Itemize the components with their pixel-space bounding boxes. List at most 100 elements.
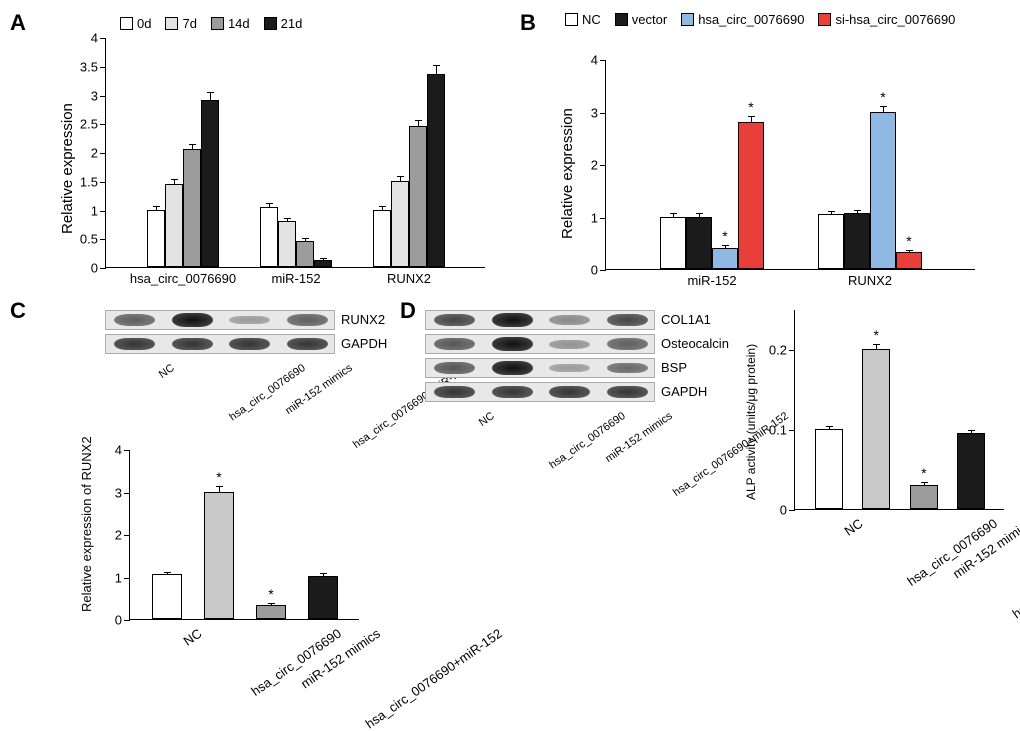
ytick-label: 0 [780, 503, 795, 518]
panel-b-legend: NCvectorhsa_circ_0076690si-hsa_circ_0076… [565, 12, 995, 27]
error-cap [670, 213, 677, 214]
blot-band [114, 314, 155, 325]
panel-b-chart-ylabel: Relative expression [559, 108, 576, 239]
legend-item: si-hsa_circ_0076690 [818, 12, 955, 27]
legend-swatch [211, 17, 224, 30]
panel-b-chart: Relative expression01234**miR-152**RUNX2 [565, 60, 995, 310]
legend-item: 21d [264, 16, 303, 31]
error-cap [880, 106, 887, 107]
bar [910, 485, 938, 509]
blot-band [434, 362, 475, 374]
blot-band [549, 364, 590, 373]
blot-lane-label: NC [157, 362, 177, 381]
error-bar [210, 93, 211, 100]
ytick-label: 0 [591, 263, 606, 278]
bar [296, 241, 314, 267]
legend-swatch [818, 13, 831, 26]
blot-row-label: COL1A1 [661, 312, 711, 327]
xtick-label: miR-152 [642, 269, 782, 288]
significance-star: * [906, 233, 911, 249]
blot-band [229, 316, 270, 325]
panel-label-b: B [520, 10, 536, 36]
significance-star: * [921, 465, 926, 481]
legend-item: 0d [120, 16, 151, 31]
error-bar [699, 214, 700, 216]
blot-row [425, 310, 655, 330]
blot-lane-label: hsa_circ_0076690 [228, 362, 309, 423]
ytick-label: 4 [591, 53, 606, 68]
blot-row [425, 382, 655, 402]
error-cap [379, 206, 386, 207]
bar [870, 112, 896, 270]
error-bar [192, 145, 193, 150]
ytick-label: 1 [115, 570, 130, 585]
panel-c-chart-plot: 01234NC*hsa_circ_0076690*miR-152 mimicsh… [129, 450, 359, 620]
error-cap [284, 218, 291, 219]
bar [256, 605, 286, 619]
error-bar [323, 259, 324, 260]
error-bar [219, 487, 220, 491]
error-bar [418, 121, 419, 126]
panel-d-chart-plot: 00.10.2NC*hsa_circ_0076690*miR-152 mimic… [794, 310, 1004, 510]
ytick-label: 0 [91, 261, 106, 276]
error-bar [174, 180, 175, 184]
error-cap [854, 210, 861, 211]
legend-swatch [681, 13, 694, 26]
panel-a-chart: Relative expression00.511.522.533.54hsa_… [65, 38, 505, 308]
bar [204, 492, 234, 620]
error-bar [909, 251, 910, 253]
legend-swatch [120, 17, 133, 30]
error-bar [831, 212, 832, 214]
blot-band [492, 337, 533, 351]
bar [314, 260, 332, 267]
error-cap [696, 213, 703, 214]
error-bar [883, 107, 884, 112]
error-bar [829, 427, 830, 429]
error-cap [164, 572, 171, 573]
error-bar [971, 431, 972, 433]
xtick-label: NC [840, 514, 865, 539]
error-cap [207, 92, 214, 93]
error-cap [320, 573, 327, 574]
blot-band [607, 363, 648, 374]
legend-label: 14d [228, 16, 250, 31]
legend-item: hsa_circ_0076690 [681, 12, 804, 27]
panel-a-chart-plot: 00.511.522.533.54hsa_circ_0076690miR-152… [105, 38, 485, 268]
error-bar [271, 604, 272, 605]
ytick-label: 4 [91, 31, 106, 46]
bar [373, 210, 391, 268]
xtick-label: hsa_circ_0076690+miR-152 [361, 624, 504, 731]
error-cap [906, 250, 913, 251]
legend-label: hsa_circ_0076690 [698, 12, 804, 27]
bar [152, 574, 182, 619]
legend-item: 7d [165, 16, 196, 31]
bar [815, 429, 843, 509]
error-bar [287, 219, 288, 221]
error-cap [415, 120, 422, 121]
ytick-label: 0.5 [80, 232, 106, 247]
blot-band [607, 386, 648, 399]
ytick-label: 2 [115, 528, 130, 543]
blot-band [172, 313, 213, 327]
error-bar [436, 66, 437, 75]
blot-band [434, 338, 475, 350]
error-cap [266, 203, 273, 204]
bar [818, 214, 844, 269]
blot-band [607, 314, 648, 326]
ytick-label: 2.5 [80, 117, 106, 132]
panel-b-chart-plot: 01234**miR-152**RUNX2 [605, 60, 975, 270]
error-cap [968, 430, 975, 431]
blot-band [434, 314, 475, 326]
bar [147, 210, 165, 268]
panel-label-a: A [10, 10, 26, 36]
legend-swatch [615, 13, 628, 26]
panel-a-legend: 0d 7d 14d 21d [120, 16, 380, 31]
error-bar [857, 211, 858, 213]
panel-c-chart: Relative expression of RUNX201234NC*hsa_… [85, 450, 385, 730]
legend-item: 14d [211, 16, 250, 31]
legend-label: si-hsa_circ_0076690 [835, 12, 955, 27]
bar [201, 100, 219, 267]
legend-item: vector [615, 12, 667, 27]
bar [862, 349, 890, 509]
blot-row-label: RUNX2 [341, 312, 385, 327]
